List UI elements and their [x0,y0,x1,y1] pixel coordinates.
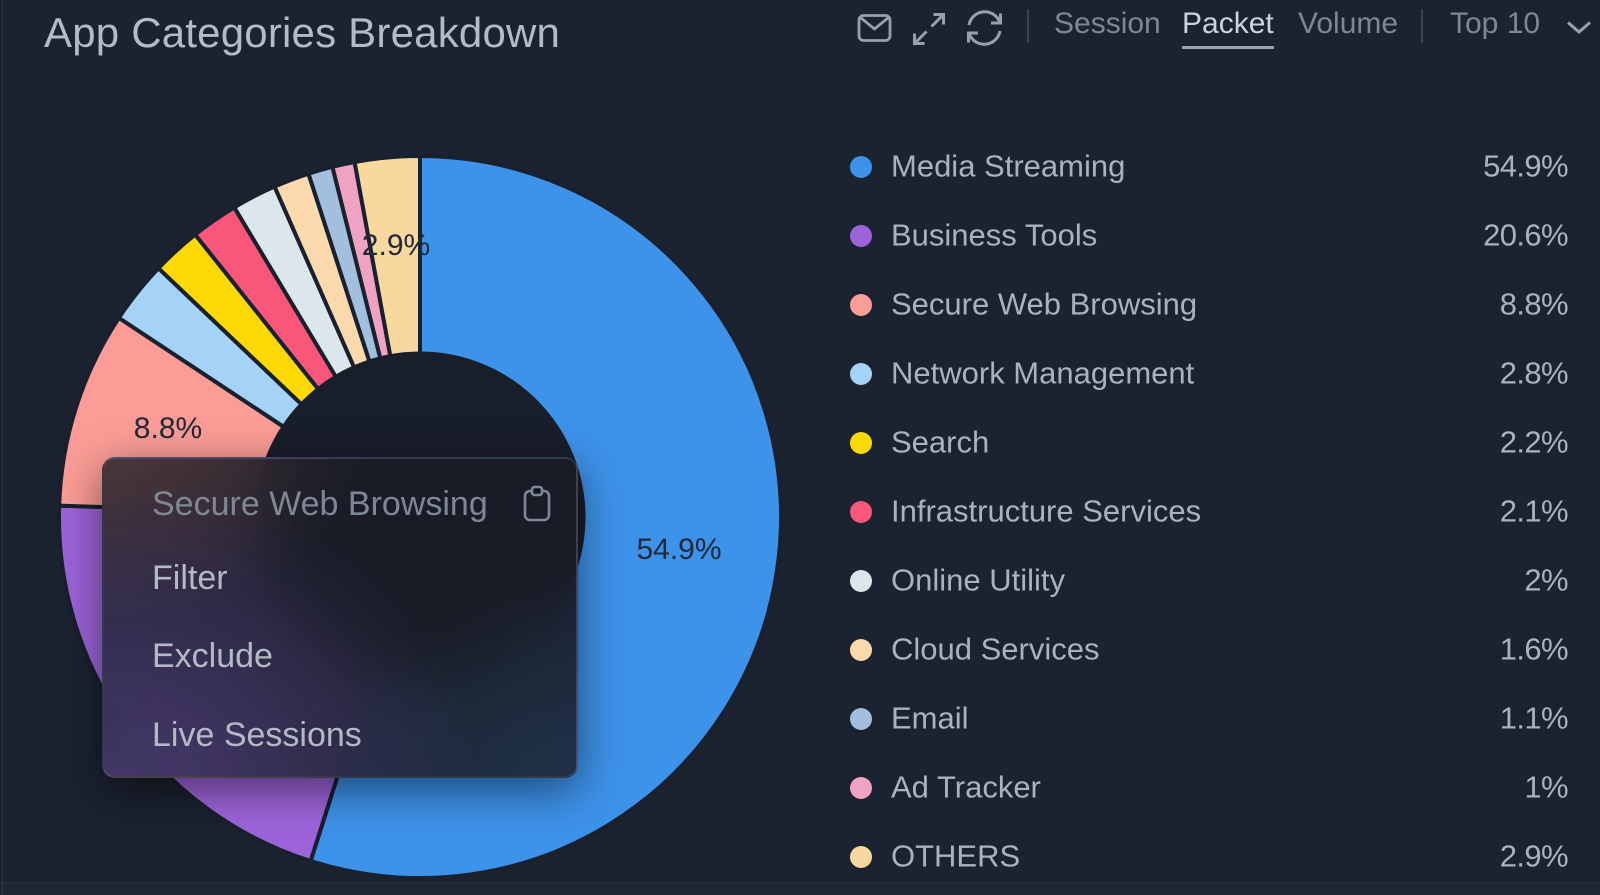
svg-text:2.9%: 2.9% [362,229,430,262]
svg-text:54.9%: 54.9% [636,533,721,566]
svg-text:8.8%: 8.8% [134,412,202,445]
